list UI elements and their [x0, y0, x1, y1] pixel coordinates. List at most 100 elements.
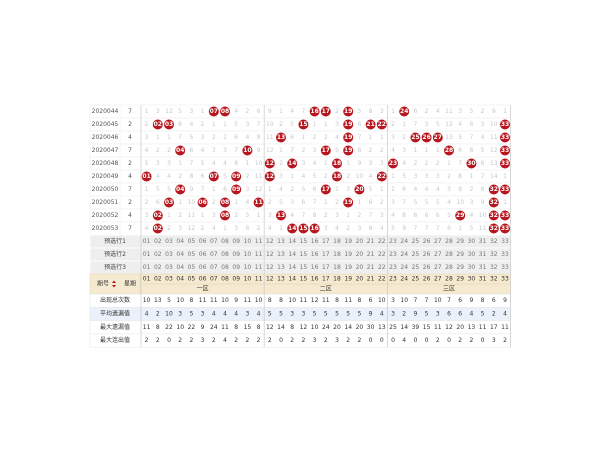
preselect-number[interactable]: 03 — [165, 264, 173, 271]
preselect-number[interactable]: 04 — [176, 251, 184, 258]
preselect-number[interactable]: 19 — [344, 264, 352, 271]
preselect-number[interactable]: 04 — [176, 238, 184, 245]
preselect-number[interactable]: 09 — [232, 251, 240, 258]
preselect-number[interactable]: 08 — [221, 251, 229, 258]
preselect-number[interactable]: 31 — [479, 264, 487, 271]
preselect-number[interactable]: 14 — [288, 264, 296, 271]
preselect-number[interactable]: 25 — [412, 238, 420, 245]
preselect-number[interactable]: 13 — [277, 251, 285, 258]
preselect-number[interactable]: 08 — [221, 238, 229, 245]
preselect-number[interactable]: 27 — [434, 264, 442, 271]
preselect-number[interactable]: 14 — [288, 251, 296, 258]
preselect-number[interactable]: 27 — [434, 251, 442, 258]
preselect-number[interactable]: 21 — [367, 264, 375, 271]
preselect-number[interactable]: 16 — [311, 251, 319, 258]
preselect-number[interactable]: 20 — [356, 264, 364, 271]
preselect-number[interactable]: 15 — [300, 238, 308, 245]
preselect-number[interactable]: 02 — [154, 264, 162, 271]
preselect-number[interactable]: 12 — [266, 264, 274, 271]
preselect-number[interactable]: 15 — [300, 264, 308, 271]
preselect-number[interactable]: 06 — [199, 264, 207, 271]
preselect-number[interactable]: 25 — [412, 264, 420, 271]
preselect-number[interactable]: 02 — [154, 238, 162, 245]
preselect-number[interactable]: 13 — [277, 238, 285, 245]
preselect-number[interactable]: 33 — [501, 264, 509, 271]
preselect-number[interactable]: 03 — [165, 238, 173, 245]
preselect-number[interactable]: 23 — [389, 238, 397, 245]
preselect-number[interactable]: 33 — [501, 251, 509, 258]
preselect-number[interactable]: 17 — [322, 264, 330, 271]
preselect-number[interactable]: 29 — [456, 238, 464, 245]
preselect-number[interactable]: 29 — [456, 264, 464, 271]
preselect-number[interactable]: 28 — [445, 238, 453, 245]
preselect-number[interactable]: 30 — [468, 264, 476, 271]
preselect-number[interactable]: 32 — [490, 238, 498, 245]
preselect-number[interactable]: 11 — [255, 264, 263, 271]
preselect-number[interactable]: 17 — [322, 251, 330, 258]
preselect-number[interactable]: 18 — [333, 238, 341, 245]
preselect-number[interactable]: 16 — [311, 264, 319, 271]
preselect-number[interactable]: 24 — [400, 238, 408, 245]
preselect-number[interactable]: 18 — [333, 251, 341, 258]
preselect-number[interactable]: 20 — [356, 238, 364, 245]
preselect-number[interactable]: 12 — [266, 238, 274, 245]
header-issue[interactable]: 期号 — [97, 280, 109, 288]
preselect-number[interactable]: 24 — [400, 251, 408, 258]
preselect-number[interactable]: 06 — [199, 238, 207, 245]
preselect-number[interactable]: 31 — [479, 238, 487, 245]
preselect-number[interactable]: 14 — [288, 238, 296, 245]
preselect-number[interactable]: 26 — [423, 251, 431, 258]
preselect-number[interactable]: 22 — [378, 251, 386, 258]
preselect-number[interactable]: 19 — [344, 251, 352, 258]
preselect-number[interactable]: 21 — [367, 238, 375, 245]
preselect-number[interactable]: 18 — [333, 264, 341, 271]
preselect-number[interactable]: 07 — [210, 238, 218, 245]
preselect-number[interactable]: 26 — [423, 264, 431, 271]
preselect-number[interactable]: 22 — [378, 264, 386, 271]
preselect-number[interactable]: 28 — [445, 264, 453, 271]
preselect-number[interactable]: 31 — [479, 251, 487, 258]
preselect-number[interactable]: 09 — [232, 264, 240, 271]
preselect-number[interactable]: 15 — [300, 251, 308, 258]
preselect-number[interactable]: 05 — [188, 251, 196, 258]
preselect-number[interactable]: 21 — [367, 251, 375, 258]
preselect-number[interactable]: 32 — [490, 264, 498, 271]
preselect-number[interactable]: 11 — [255, 238, 263, 245]
preselect-number[interactable]: 09 — [232, 238, 240, 245]
preselect-number[interactable]: 30 — [468, 238, 476, 245]
preselect-number[interactable]: 27 — [434, 238, 442, 245]
preselect-number[interactable]: 11 — [255, 251, 263, 258]
preselect-number[interactable]: 02 — [154, 251, 162, 258]
preselect-number[interactable]: 04 — [176, 264, 184, 271]
preselect-number[interactable]: 29 — [456, 251, 464, 258]
preselect-number[interactable]: 26 — [423, 238, 431, 245]
preselect-number[interactable]: 20 — [356, 251, 364, 258]
preselect-number[interactable]: 06 — [199, 251, 207, 258]
preselect-number[interactable]: 17 — [322, 238, 330, 245]
preselect-number[interactable]: 13 — [277, 264, 285, 271]
preselect-number[interactable]: 24 — [400, 264, 408, 271]
preselect-number[interactable]: 23 — [389, 251, 397, 258]
preselect-number[interactable]: 07 — [210, 251, 218, 258]
preselect-number[interactable]: 05 — [188, 238, 196, 245]
preselect-number[interactable]: 16 — [311, 238, 319, 245]
preselect-number[interactable]: 10 — [244, 251, 252, 258]
preselect-number[interactable]: 05 — [188, 264, 196, 271]
preselect-number[interactable]: 30 — [468, 251, 476, 258]
preselect-number[interactable]: 10 — [244, 238, 252, 245]
preselect-number[interactable]: 32 — [490, 251, 498, 258]
preselect-number[interactable]: 19 — [344, 238, 352, 245]
preselect-number[interactable]: 08 — [221, 264, 229, 271]
preselect-number[interactable]: 23 — [389, 264, 397, 271]
preselect-number[interactable]: 01 — [143, 251, 151, 258]
preselect-number[interactable]: 01 — [143, 264, 151, 271]
preselect-number[interactable]: 12 — [266, 251, 274, 258]
preselect-number[interactable]: 10 — [244, 264, 252, 271]
preselect-number[interactable]: 01 — [143, 238, 151, 245]
preselect-number[interactable]: 07 — [210, 264, 218, 271]
preselect-number[interactable]: 33 — [501, 238, 509, 245]
preselect-number[interactable]: 28 — [445, 251, 453, 258]
preselect-number[interactable]: 03 — [165, 251, 173, 258]
preselect-number[interactable]: 22 — [378, 238, 386, 245]
preselect-number[interactable]: 25 — [412, 251, 420, 258]
